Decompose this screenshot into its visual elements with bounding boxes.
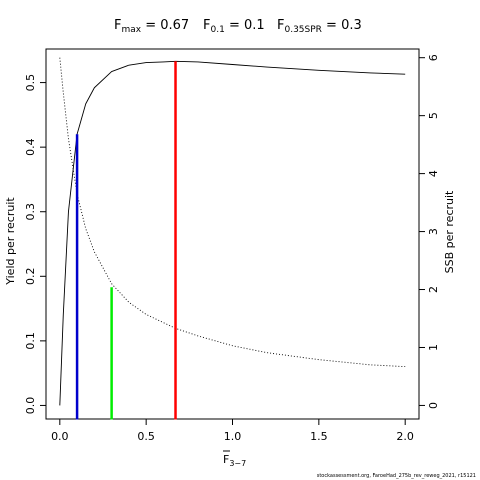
y-left-tick-label: 0.0	[24, 397, 37, 415]
title-fspr-subscript: 0.35SPR	[284, 25, 321, 35]
y-right-tick-label: 3	[427, 228, 440, 235]
title-fspr-value: = 0.3	[322, 18, 362, 33]
y-right-tick-label: 1	[427, 344, 440, 351]
y-right-tick-label: 0	[427, 402, 440, 409]
svg-text:F0.35SPR = 0.3: F0.35SPR = 0.3	[277, 18, 362, 35]
title-f01-symbol: F	[203, 18, 210, 33]
y-axis-left-label: Yield per recruit	[4, 197, 17, 286]
y-axis-left: 0.0 0.1 0.2 0.3 0.4 0.5	[24, 74, 46, 414]
footnote: stockassessment.org, FaroeHad_275b_rev_r…	[317, 473, 476, 479]
x-tick-label: 1.5	[310, 430, 328, 443]
y-right-tick-label: 6	[427, 54, 440, 61]
yield-per-recruit-line	[59, 60, 406, 406]
y-right-tick-label: 4	[427, 170, 440, 177]
y-left-tick-label: 0.4	[24, 138, 37, 156]
x-tick-label: 1.0	[224, 430, 242, 443]
y-right-tick-label: 2	[427, 286, 440, 293]
x-tick-label: 2.0	[396, 430, 414, 443]
y-left-tick-label: 0.1	[24, 332, 37, 350]
y-left-tick-label: 0.5	[24, 74, 37, 92]
title-fmax-value: = 0.67	[141, 18, 189, 33]
x-axis: 0.0 0.5 1.0 1.5 2.0	[51, 419, 414, 443]
svg-text:Fmax = 0.67: Fmax = 0.67	[114, 18, 189, 35]
svg-text:F0.1 = 0.1: F0.1 = 0.1	[203, 18, 265, 35]
title-fmax-symbol: F	[114, 18, 121, 33]
y-left-tick-label: 0.3	[24, 203, 37, 221]
y-right-tick-label: 5	[427, 112, 440, 119]
x-axis-label-symbol: F	[223, 453, 229, 466]
x-tick-label: 0.0	[51, 430, 69, 443]
y-axis-right: 0 1 2 3 4 5 6	[419, 54, 440, 409]
series-layer	[59, 57, 406, 406]
title-f01-value: = 0.1	[225, 18, 265, 33]
title-f01-subscript: 0.1	[210, 25, 224, 35]
x-axis-label: F3−7	[223, 453, 246, 468]
plot-frame	[45, 48, 420, 420]
ssb-per-recruit-line	[59, 57, 406, 368]
chart-title: Fmax = 0.67 F0.1 = 0.1 F0.35SPR = 0.3	[114, 18, 362, 35]
y-axis-right-label: SSB per recruit	[443, 190, 456, 273]
title-fspr-symbol: F	[277, 18, 284, 33]
y-left-tick-label: 0.2	[24, 268, 37, 286]
reference-lines	[75, 61, 177, 420]
title-fmax-subscript: max	[121, 25, 141, 35]
x-axis-label-subscript: 3−7	[229, 459, 246, 468]
x-tick-label: 0.5	[137, 430, 155, 443]
